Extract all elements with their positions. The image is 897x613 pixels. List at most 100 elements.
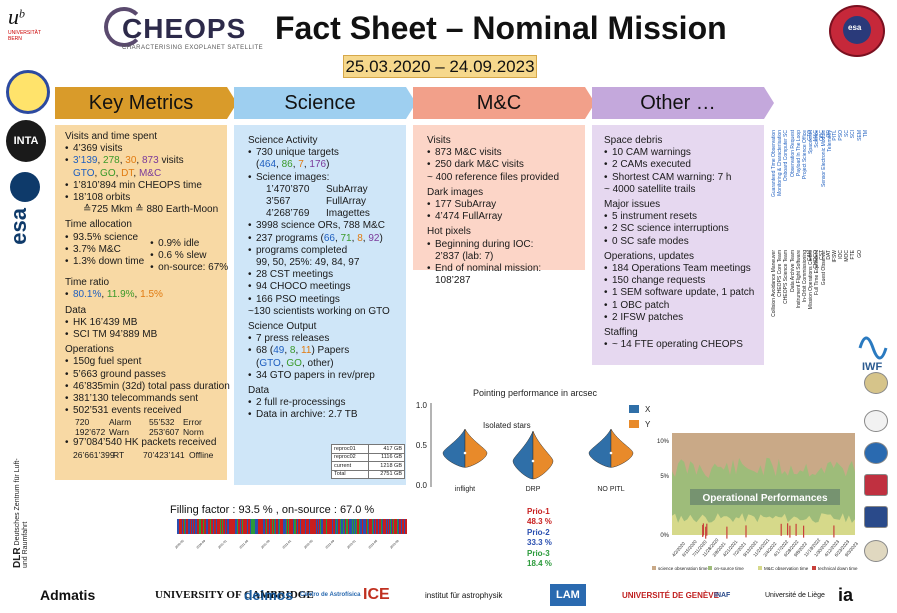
sci-ors: 3998 science ORs, 788 M&C bbox=[248, 220, 400, 232]
timeline-slot bbox=[313, 519, 314, 534]
timeline-slot bbox=[355, 519, 356, 534]
km-visit-types: GTO, GO, DT, M&C bbox=[73, 167, 162, 179]
timeline-slot bbox=[179, 519, 180, 534]
timeline-slot bbox=[289, 519, 290, 534]
admatis-logo: Admatis bbox=[40, 587, 96, 603]
filling-timeline: 2020-05 2020-09 2021-01 2021-05 2021-09 2022-… bbox=[174, 519, 407, 549]
timeline-slot bbox=[273, 519, 274, 534]
oth-debris-sub: ~ 4000 satellite trails bbox=[604, 183, 696, 195]
footer-logos: Admatis UNIVERSITY OF CAMBRIDGE deimos C… bbox=[30, 578, 897, 612]
km-ops-3: 381’130 telecommands sent bbox=[65, 393, 221, 405]
partner-logo-icon bbox=[864, 540, 888, 562]
timeline-tick: 2021-05 bbox=[238, 539, 249, 549]
iwf-wave-icon: IWF bbox=[858, 336, 888, 373]
timeline-slot bbox=[267, 519, 268, 534]
archive-row: Total 2751 GB bbox=[331, 469, 405, 479]
timeline-slot bbox=[209, 519, 210, 534]
esa-text: esa bbox=[6, 208, 31, 245]
timeline-slot bbox=[236, 519, 237, 534]
timeline-tick: 2022-09 bbox=[324, 539, 335, 549]
timeline-slot bbox=[286, 519, 287, 534]
perf-legend-swatch bbox=[708, 566, 712, 570]
violin-median bbox=[531, 459, 535, 463]
sci-choco: 94 CHOCO meetings bbox=[248, 281, 400, 293]
timeline-slot bbox=[337, 519, 338, 534]
timeline-slot bbox=[327, 519, 328, 534]
timeline-slot bbox=[255, 519, 256, 534]
timeline-tick: 2023-05 bbox=[367, 539, 378, 549]
mc-dark-1: 4’474 FullArray bbox=[427, 211, 579, 223]
timeline-slot bbox=[363, 519, 364, 534]
sci-cst: 28 CST meetings bbox=[248, 269, 400, 281]
timeline-slot bbox=[250, 519, 251, 534]
timeline-slot bbox=[269, 519, 270, 534]
timeline-slot bbox=[265, 519, 266, 534]
timeline-slot bbox=[221, 519, 222, 534]
timeline-slot bbox=[308, 519, 309, 534]
timeline-slot bbox=[312, 519, 313, 534]
timeline-tick: 2022-01 bbox=[281, 539, 292, 549]
mc-dark-0: 177 SubArray bbox=[427, 199, 579, 211]
observatory-geneva-logo-icon bbox=[6, 70, 50, 114]
timeline-slot bbox=[360, 519, 361, 534]
perf-down-spike bbox=[833, 525, 835, 538]
timeline-slot bbox=[187, 519, 188, 534]
legend-abbrev-item: FTE bbox=[850, 250, 857, 260]
timeline-slot bbox=[207, 519, 208, 534]
science-header: Science bbox=[234, 87, 406, 119]
timeline-tick: 2021-09 bbox=[260, 539, 271, 549]
timeline-slot bbox=[357, 519, 358, 534]
timeline-slot bbox=[220, 519, 221, 534]
mc-dark-head: Dark images bbox=[427, 186, 484, 198]
timeline-slot bbox=[386, 519, 387, 534]
timeline-slot bbox=[188, 519, 189, 534]
timeline-slot bbox=[295, 519, 296, 534]
timeline-slot bbox=[210, 519, 211, 534]
km-events-row-1: 192’672 Warn 253’607 Norm bbox=[75, 427, 204, 438]
timeline-slot bbox=[340, 519, 341, 534]
legend-abbrev-item: CST bbox=[819, 250, 826, 260]
ia-logo: ia bbox=[838, 584, 854, 605]
timeline-slot bbox=[311, 519, 312, 534]
timeline-slot bbox=[369, 519, 370, 534]
km-time: 1’810’894 min CHEOPS time bbox=[65, 180, 221, 192]
violin-x-half bbox=[588, 428, 612, 468]
mission-dates: 25.03.2020 – 24.09.2023 bbox=[343, 55, 537, 78]
oth-debris-2: Shortest CAM warning: 7 h bbox=[604, 172, 758, 184]
timeline-slot bbox=[315, 519, 316, 534]
timeline-slot bbox=[232, 519, 233, 534]
timeline-slot bbox=[270, 519, 271, 534]
timeline-slot bbox=[258, 519, 259, 534]
ioa-logo-icon bbox=[864, 410, 888, 432]
sci-paper-types: (GTO, GO, other) bbox=[256, 357, 334, 369]
timeline-slot bbox=[217, 519, 218, 534]
timeline-slot bbox=[185, 519, 186, 534]
mc-ref: ~ 400 reference files provided bbox=[427, 171, 560, 183]
timeline-slot bbox=[393, 519, 394, 534]
timeline-tick: 2020-09 bbox=[195, 539, 206, 549]
timeline-tick: 2022-05 bbox=[303, 539, 314, 549]
partner-logo-icon bbox=[864, 372, 888, 394]
timeline-slot bbox=[234, 519, 235, 534]
timeline-tick: 2020-05 bbox=[174, 539, 185, 549]
timeline-slot bbox=[181, 519, 182, 534]
violin-y-half bbox=[532, 430, 554, 480]
timeline-tick: 2021-01 bbox=[217, 539, 228, 549]
mc-hot-0: Beginning during IOC: bbox=[427, 239, 579, 251]
sci-data-1: Data in archive: 2.7 TB bbox=[248, 409, 400, 421]
timeline-slot bbox=[260, 519, 261, 534]
timeline-slot bbox=[379, 519, 380, 534]
inaf-logo: INAF bbox=[714, 591, 731, 599]
iwf-logo: IWF bbox=[858, 318, 888, 378]
timeline-slot bbox=[343, 519, 344, 534]
oth-debris-0: 10 CAM warnings bbox=[604, 147, 758, 159]
km-events-row-0: 720 Alarm 55’532 Error bbox=[75, 417, 202, 428]
timeline-slot bbox=[178, 519, 179, 534]
sci-data-head: Data bbox=[248, 385, 270, 397]
violin-ytick: 0.5 bbox=[416, 441, 428, 450]
oth-staff-head: Staffing bbox=[604, 327, 638, 339]
timeline-slot bbox=[305, 519, 306, 534]
timeline-slot bbox=[351, 519, 352, 534]
timeline-slot bbox=[332, 519, 333, 534]
priority-item: Prio-3 18.4 % bbox=[527, 549, 552, 568]
